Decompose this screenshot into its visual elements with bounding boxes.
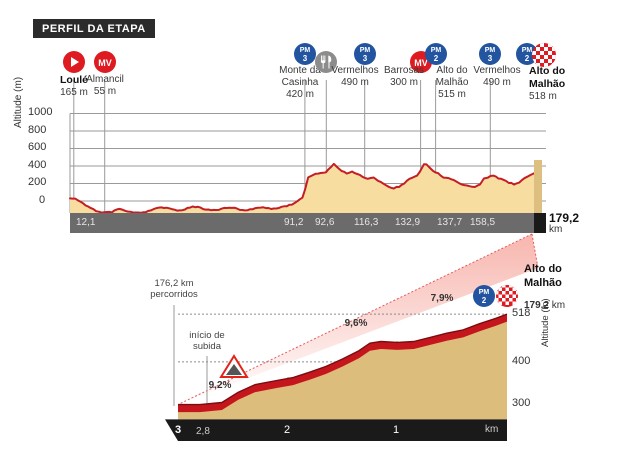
svg-text:PM: PM xyxy=(479,289,490,296)
svg-text:2: 2 xyxy=(482,296,487,305)
